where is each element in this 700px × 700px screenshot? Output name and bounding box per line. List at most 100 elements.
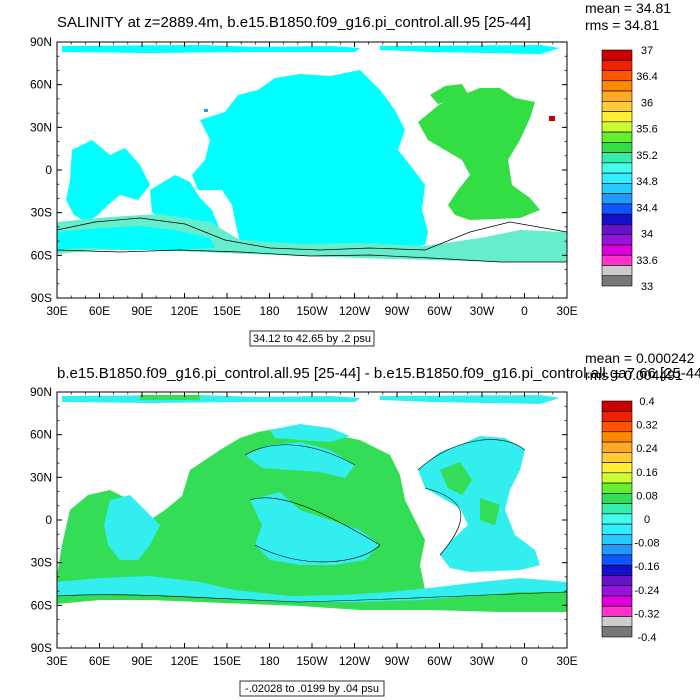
colorbar-label: 33.6 <box>636 255 657 267</box>
colorbar-swatch <box>601 503 633 515</box>
colorbar-swatch <box>601 183 633 194</box>
contour-line-south <box>56 217 568 251</box>
colorbar-swatch <box>601 121 633 133</box>
colorbar-swatch <box>601 421 633 433</box>
region-atlantic-north <box>430 84 468 104</box>
panel-1-axes: 30E 60E 90E 120E 150E 180 150W 120W 90W 60W 30W 0 30… <box>30 35 578 318</box>
region-pacific-cyan-1 <box>245 442 355 478</box>
region-atlantic <box>418 88 540 220</box>
x-tick-label: 150W <box>296 654 328 668</box>
colorbar-label: 37 <box>641 45 653 57</box>
colorbar-swatch <box>601 265 633 277</box>
x-tick-label: 30E <box>46 654 67 668</box>
colorbar-label: 0.32 <box>636 420 657 432</box>
colorbar-swatch <box>601 605 633 617</box>
colorbar-swatch <box>601 534 633 545</box>
colorbar-label: 0.16 <box>636 467 657 479</box>
y-tick-label: 90N <box>30 35 52 49</box>
colorbar-swatch <box>601 410 633 422</box>
colorbar-swatch <box>601 472 633 484</box>
region-arctic-cyan-n <box>270 424 350 442</box>
x-tick-label: 150W <box>296 304 328 318</box>
x-tick-label: 90E <box>131 654 152 668</box>
panel-2-rms: rms = 0.004491 <box>585 367 683 383</box>
colorbar-swatch <box>601 213 633 225</box>
colorbar-swatch <box>601 193 633 205</box>
colorbar-label: 36.4 <box>636 71 657 83</box>
colorbar-swatch <box>601 80 633 92</box>
colorbar-swatch <box>601 575 633 586</box>
colorbar-swatch <box>601 275 633 287</box>
y-tick-label: 60N <box>30 428 52 442</box>
colorbar-label: 34.4 <box>636 202 657 214</box>
panel-1-title: SALINITY at z=2889.4m, b.e15.B1850.f09_g… <box>57 14 531 31</box>
colorbar-swatch <box>601 234 633 246</box>
region-atlantic-green-patch <box>440 462 500 525</box>
colorbar-swatch <box>601 59 633 71</box>
panel-1-mean: mean = 34.81 <box>585 0 671 16</box>
colorbar-swatch <box>601 564 633 576</box>
colorbar-swatch <box>601 90 633 102</box>
region-pacific <box>192 70 428 252</box>
colorbar-swatch <box>601 585 633 597</box>
colorbar-label: 34.8 <box>636 176 657 188</box>
panel-2-map <box>56 391 568 649</box>
colorbar-label: 33 <box>641 281 653 293</box>
contour-line-1 <box>244 439 526 563</box>
colorbar-swatch <box>601 172 633 184</box>
colorbar-swatch <box>601 203 633 215</box>
x-tick-label: 120W <box>339 304 371 318</box>
colorbar-swatch <box>601 554 633 566</box>
y-tick-label: 30S <box>31 206 52 220</box>
panel-1-info-box <box>249 330 375 347</box>
colorbar-swatch <box>601 49 633 61</box>
panel-2-contour-info: -.02028 to .0199 by .04 psu <box>245 683 379 695</box>
colorbar-swatch <box>601 441 633 453</box>
colorbar-swatch <box>601 400 633 412</box>
colorbar-swatch <box>601 513 633 525</box>
colorbar-swatch <box>601 462 633 474</box>
x-tick-label: 60E <box>89 654 110 668</box>
panel-2-axes: 30E 60E 90E 120E 150E 180 150W 120W 90W 60W 30W 0 30… <box>30 385 578 668</box>
y-tick-label: 90N <box>30 385 52 399</box>
colorbar-label: 0.24 <box>636 443 657 455</box>
y-tick-label: 60S <box>31 248 52 262</box>
panel-1: SALINITY at z=2889.4m, b.e15.B1850.f09_g… <box>30 0 671 347</box>
colorbar-label: -0.08 <box>634 538 659 550</box>
x-tick-label: 60W <box>427 304 452 318</box>
colorbar-swatch <box>601 452 633 463</box>
y-tick-label: 60N <box>30 78 52 92</box>
x-tick-label: 30E <box>46 304 67 318</box>
colorbar-label: -0.4 <box>638 632 657 644</box>
panel-2-title: b.e15.B1850.f09_g16.pi_control.all.95 [2… <box>57 365 700 382</box>
x-tick-label: 120E <box>170 304 198 318</box>
colorbar-label: -0.24 <box>634 585 659 597</box>
y-tick-label: 0 <box>45 513 52 527</box>
x-tick-label: 30E <box>556 654 577 668</box>
colorbar-swatch <box>601 254 633 266</box>
contour-line-south-2 <box>56 249 567 263</box>
colorbar-label: 35.6 <box>636 124 657 136</box>
colorbar-swatch <box>601 142 633 153</box>
y-tick-label: 30S <box>31 556 52 570</box>
y-tick-label: 30N <box>30 120 52 134</box>
x-tick-label: 90W <box>385 654 410 668</box>
colorbar-swatch <box>601 162 633 174</box>
panel-1-colorbar: 37 36.4 36 35.6 35.2 34.8 34.4 34 33.6 33 <box>601 45 658 293</box>
y-tick-label: 90S <box>31 641 52 655</box>
colorbar-swatch <box>601 131 633 143</box>
colorbar-swatch <box>601 70 633 82</box>
x-tick-label: 150E <box>213 654 241 668</box>
colorbar-label: -0.16 <box>634 561 659 573</box>
region-mediterranean <box>549 116 555 121</box>
colorbar-swatch <box>601 101 633 112</box>
colorbar-label: 0.4 <box>639 396 654 408</box>
panel-2: b.e15.B1850.f09_g16.pi_control.all.95 [2… <box>30 350 700 697</box>
colorbar-label: 35.2 <box>636 150 657 162</box>
contour-line-2 <box>56 591 568 603</box>
x-tick-label: 180 <box>259 654 279 668</box>
colorbar-swatch <box>601 523 633 535</box>
colorbar-label: -0.32 <box>634 608 659 620</box>
panel-2-info-box <box>239 680 385 697</box>
